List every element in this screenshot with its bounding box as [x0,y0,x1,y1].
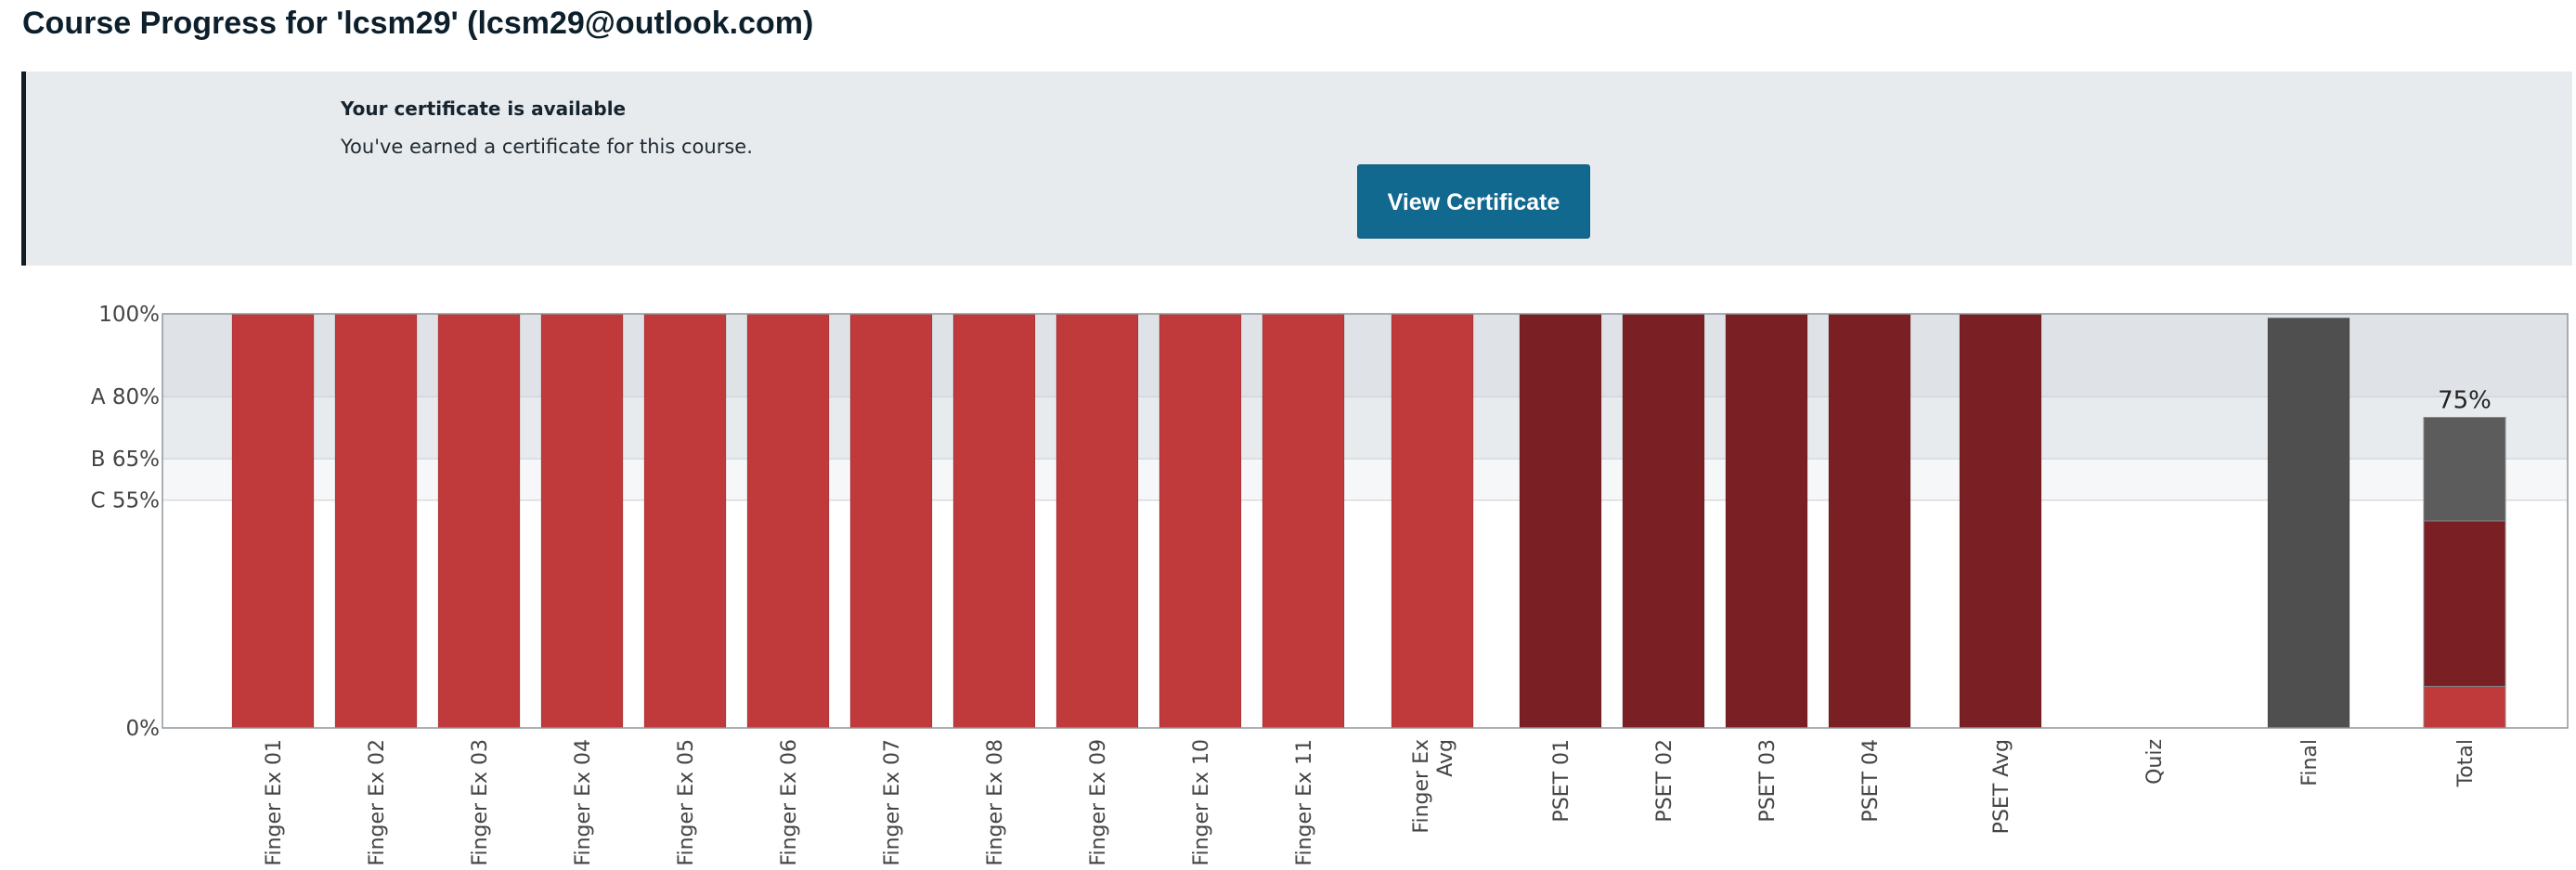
x-tick-text: PSET Avg [1990,739,2013,834]
grade-band-b [162,396,2568,460]
bar-pset-01 [1519,313,1602,729]
grade-band-a [162,314,2568,397]
x-tick-label-pset-01: PSET 01 [1550,739,1573,823]
x-tick-text: Finger Ex 10 [1190,739,1213,866]
bar-finger-ex-04 [540,313,624,729]
x-tick-text: Finger Ex 01 [263,739,286,866]
y-tick-label-55: C 55% [91,489,161,513]
x-tick-text: Finger Ex 06 [778,739,801,866]
bar-pset-03 [1725,313,1808,729]
bar-finger-ex-01 [231,313,315,729]
x-tick-text: PSET 01 [1550,739,1573,823]
x-tick-label-finger-ex-01: Finger Ex 01 [263,739,286,866]
bar-total-finger-ex [2423,685,2506,729]
bar-pset-04 [1828,313,1911,729]
x-tick-label-finger-ex-11: Finger Ex 11 [1293,739,1316,866]
y-tick-label-0: 0% [126,717,161,741]
x-tick-text: PSET 04 [1859,739,1883,823]
x-tick-text: PSET 02 [1653,739,1676,823]
bar-pset-avg [1959,313,2042,729]
bar-finger-ex-09 [1055,313,1139,729]
bar-total-pset [2423,520,2506,687]
x-tick-label-quiz: Quiz [2143,739,2167,785]
x-tick-text: Finger Ex 05 [675,739,698,866]
bar-finger-ex-10 [1159,313,1242,729]
x-tick-label-finger-ex-10: Finger Ex 10 [1190,739,1213,866]
bar-finger-ex-avg [1391,313,1474,729]
x-tick-text: Finger Ex [1410,739,1433,834]
bar-finger-ex-05 [643,313,727,729]
y-tick-label-100: 100% [98,303,160,327]
x-tick-text: Finger Ex 11 [1293,739,1316,866]
x-tick-text: Finger Ex 02 [366,739,389,866]
x-tick-text: PSET 03 [1756,739,1780,823]
x-tick-label-finger-ex-04: Finger Ex 04 [572,739,595,866]
y-tick-label-65: B 65% [91,448,160,472]
x-tick-label-finger-ex-07: Finger Ex 07 [881,739,904,866]
bar-finger-ex-02 [334,313,418,729]
certificate-banner: Your certificate is available You've ear… [21,71,2572,266]
x-tick-label-final: Final [2298,739,2322,786]
x-tick-text: Finger Ex 04 [572,739,595,866]
page-title: Course Progress for 'lcsm29' (lcsm29@out… [22,6,814,41]
bar-finger-ex-11 [1262,313,1345,729]
x-tick-label-finger-ex-06: Finger Ex 06 [778,739,801,866]
certificate-message: You've earned a certificate for this cou… [341,136,753,158]
x-tick-label-finger-ex-05: Finger Ex 05 [675,739,698,866]
x-tick-text: Finger Ex 08 [984,739,1007,866]
view-certificate-button[interactable]: View Certificate [1357,164,1590,239]
x-tick-label-total: Total [2454,739,2478,787]
x-tick-text: Finger Ex 09 [1087,739,1110,866]
x-tick-label-finger-ex-08: Finger Ex 08 [984,739,1007,866]
plot-border [162,313,2569,729]
bar-pset-02 [1622,313,1705,729]
x-tick-text: Quiz [2143,739,2167,785]
x-tick-label-pset-avg: PSET Avg [1990,739,2013,834]
total-value-label: 75% [2438,387,2492,415]
x-tick-label-finger-ex-09: Finger Ex 09 [1087,739,1110,866]
bar-total-final [2423,417,2506,522]
x-tick-label-pset-03: PSET 03 [1756,739,1780,823]
bar-finger-ex-07 [849,313,933,729]
bar-finger-ex-08 [952,313,1036,729]
x-tick-text: Total [2454,739,2478,787]
x-tick-label-pset-02: PSET 02 [1653,739,1676,823]
bar-finger-ex-06 [746,313,830,729]
certificate-heading: Your certificate is available [341,97,627,120]
y-tick-label-80: A 80% [91,385,160,409]
x-tick-label-finger-ex-02: Finger Ex 02 [366,739,389,866]
x-tick-text: Final [2298,739,2322,786]
x-tick-label-finger-ex-03: Finger Ex 03 [469,739,492,866]
x-tick-text: Finger Ex 07 [881,739,904,866]
grade-band-c [162,459,2568,500]
grade-chart: Finger Ex 01 Finger Ex 02 Finger Ex 03 Fing… [91,303,2569,866]
bar-finger-ex-03 [437,313,521,729]
bar-final [2267,317,2350,729]
x-tick-label-pset-04: PSET 04 [1859,739,1883,823]
x-tick-label-finger-ex-avg: Finger Ex Avg [1410,739,1457,834]
x-tick-text: Finger Ex 03 [469,739,492,866]
x-tick-text: Avg [1434,739,1457,777]
